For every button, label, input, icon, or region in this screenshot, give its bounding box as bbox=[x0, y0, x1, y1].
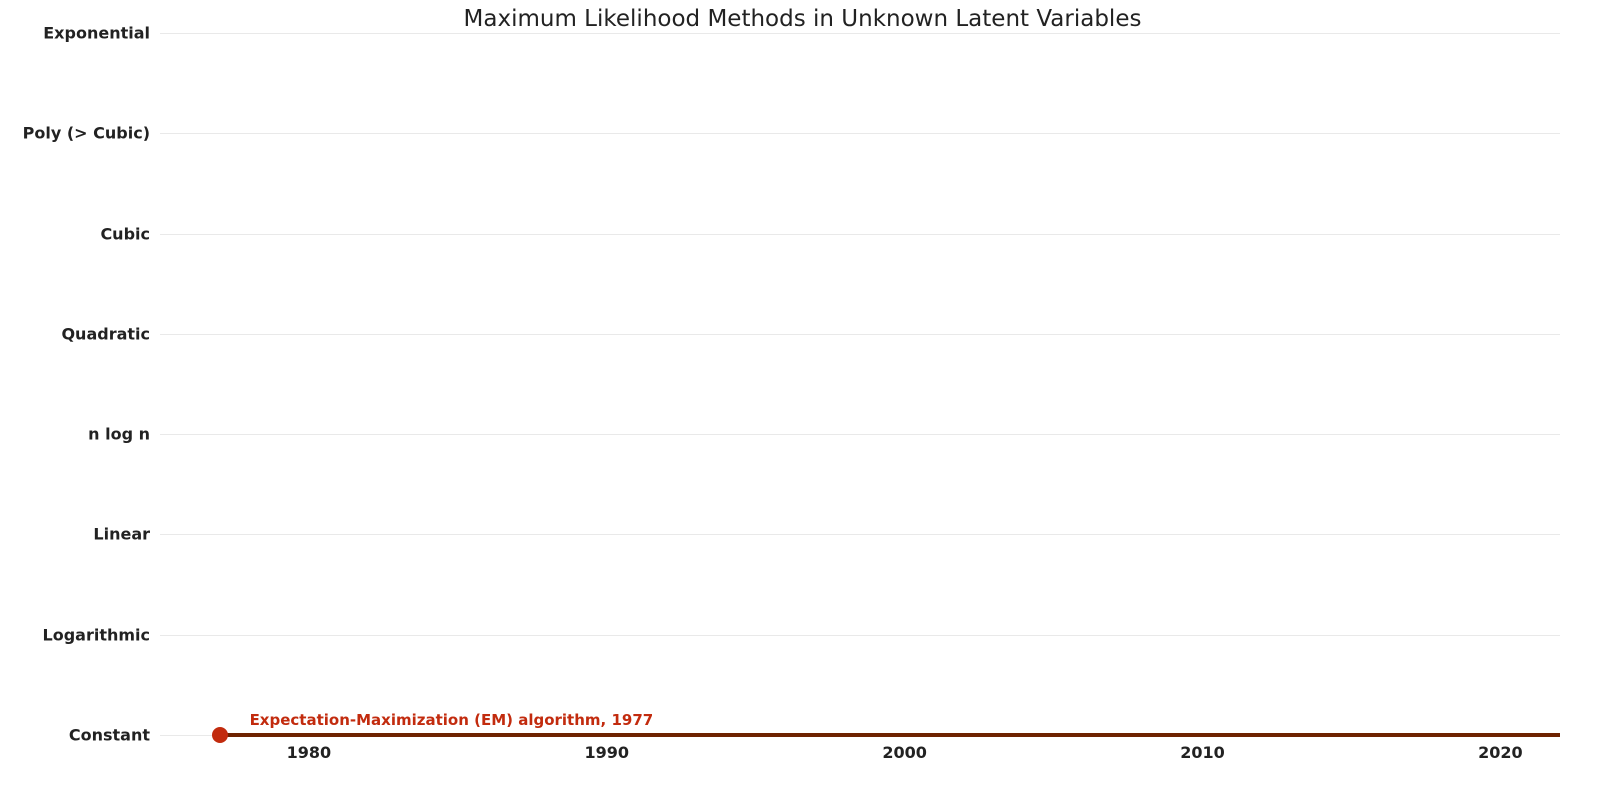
y-tick-label: n log n bbox=[88, 425, 160, 444]
series-label: Expectation-Maximization (EM) algorithm,… bbox=[250, 711, 654, 729]
y-tick-label: Quadratic bbox=[61, 324, 160, 343]
y-gridline bbox=[160, 534, 1560, 535]
y-gridline bbox=[160, 434, 1560, 435]
series-line bbox=[220, 733, 1560, 737]
series-marker bbox=[212, 727, 228, 743]
x-tick-label: 2010 bbox=[1180, 735, 1225, 762]
x-tick-label: 1980 bbox=[287, 735, 332, 762]
plot-area: ConstantLogarithmicLinearn log nQuadrati… bbox=[160, 33, 1560, 735]
y-gridline bbox=[160, 635, 1560, 636]
y-tick-label: Constant bbox=[69, 726, 160, 745]
y-tick-label: Linear bbox=[93, 525, 160, 544]
y-tick-label: Poly (> Cubic) bbox=[23, 124, 160, 143]
y-gridline bbox=[160, 133, 1560, 134]
x-tick-label: 2000 bbox=[882, 735, 927, 762]
x-tick-label: 2020 bbox=[1478, 735, 1523, 762]
y-gridline bbox=[160, 234, 1560, 235]
x-tick-label: 1990 bbox=[585, 735, 630, 762]
y-gridline bbox=[160, 33, 1560, 34]
y-tick-label: Exponential bbox=[43, 24, 160, 43]
y-tick-label: Cubic bbox=[100, 224, 160, 243]
y-tick-label: Logarithmic bbox=[43, 625, 161, 644]
y-gridline bbox=[160, 334, 1560, 335]
timeline-chart: Maximum Likelihood Methods in Unknown La… bbox=[0, 0, 1605, 795]
chart-title: Maximum Likelihood Methods in Unknown La… bbox=[0, 6, 1605, 32]
